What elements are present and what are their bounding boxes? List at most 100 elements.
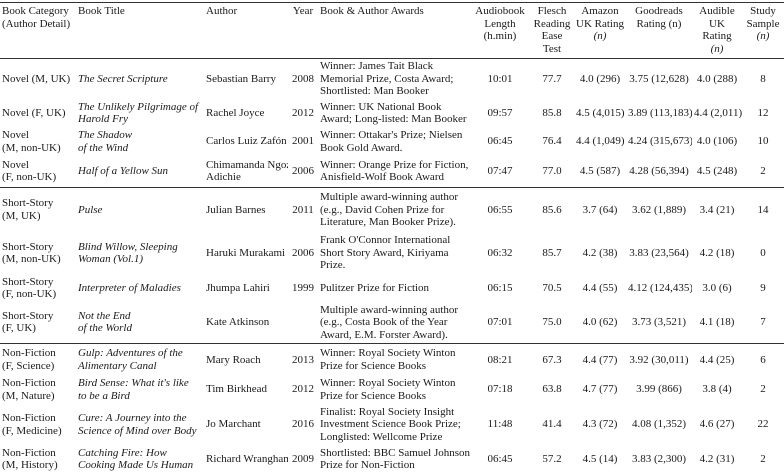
table-cell: 09:57 [470, 99, 530, 128]
cell-line: of the World [78, 322, 132, 335]
header-line: UK Rating [702, 17, 732, 43]
table-cell: Carlos Luiz Zafón [204, 128, 288, 156]
table-cell: Winner: Royal Society Winton Prize for Sc… [318, 376, 470, 404]
table-cell: 3.89 (113,183) [626, 99, 692, 128]
table-cell: Kate Atkinson [204, 302, 288, 344]
table-row: Short-Story (F, UK) Not the End of the Worl… [0, 302, 784, 344]
table-cell: Short-Story (F, UK) [0, 302, 76, 344]
cell-line: 3.83 (2,300) [631, 452, 687, 465]
table-cell: 4.2 (38) [574, 232, 626, 275]
table-cell: Cure: A Journey into the Science of Mind … [76, 404, 204, 446]
table-cell: 3.8 (4) [692, 376, 742, 404]
column-header: Book Title [76, 2, 204, 59]
cell-line: Pulse [78, 203, 103, 216]
table-cell: Winner: James Tait Black Memorial Prize, … [318, 59, 470, 99]
header-line: Author [206, 5, 238, 17]
column-header: Amazon UK Rating (n) [574, 2, 626, 59]
cell-line: Rachel Joyce [206, 106, 265, 119]
table-cell: Winner: UK National Book Award; Long-list… [318, 99, 470, 128]
cell-line: Novel (F, UK) [2, 106, 66, 119]
cell-line: 4.4 (1,049) [576, 135, 625, 148]
cell-line: Non-Fiction [2, 446, 56, 459]
cell-line: Winner: UK National Book [320, 100, 442, 113]
cell-line: Novel (M, UK) [2, 72, 71, 85]
table-cell: 4.4 (1,049) [574, 128, 626, 156]
table-cell: 2 [742, 376, 784, 404]
table-row: Novel (F, UK) The Unlikely Pilgrimage of H… [0, 99, 784, 128]
cell-line: (e.g., Costa Book of the Year [320, 316, 448, 328]
header-line: Ease Test [541, 30, 563, 55]
table-cell: Frank O'Connor International Short Story … [318, 232, 470, 275]
table-cell: 22 [742, 404, 784, 446]
cell-line: 14 [757, 203, 769, 216]
table-cell: 12 [742, 99, 784, 128]
cell-line: Longlisted: Wellcome Prize [320, 430, 443, 443]
table-cell: 4.4 (55) [574, 275, 626, 302]
table-cell: 67.3 [530, 343, 574, 376]
cell-line: Winner: Orange Prize for Fiction, [320, 158, 469, 171]
table-cell: 85.6 [530, 187, 574, 232]
header-line: Length [484, 17, 516, 30]
table-cell: 4.7 (77) [574, 376, 626, 404]
table-cell: Pulse [76, 187, 204, 232]
table-cell: 4.0 (288) [692, 59, 742, 99]
cell-line: 2001 [292, 135, 314, 148]
table-cell: Richard Wrangham [204, 446, 288, 473]
table-cell: Blind Willow, Sleeping Woman (Vol.1) [76, 232, 204, 275]
cell-line: Not the End [78, 309, 131, 322]
cell-line: Award, E.M. Forster Award). [320, 328, 448, 341]
cell-line: 4.5 (4,015) [576, 106, 625, 119]
table-cell: 07:47 [470, 156, 530, 188]
cell-line: 2008 [292, 72, 314, 85]
cell-line: Harold Fry [78, 113, 129, 125]
table-cell: 3.62 (1,889) [626, 187, 692, 232]
column-header: Book Category (Author Detail) [0, 2, 76, 59]
cell-line: Winner: Royal Society Winton [320, 347, 456, 360]
cell-line: 4.0 (106) [696, 135, 738, 148]
cell-line: 3.89 (113,183) [628, 106, 692, 119]
table-row: Non-Fiction (M, Nature) Bird Sense: What i… [0, 376, 784, 404]
cell-line: (M, non-UK) [2, 141, 61, 154]
cell-line: 7 [760, 316, 766, 328]
cell-line: 06:15 [487, 281, 513, 294]
cell-line: 67.3 [542, 353, 562, 366]
table-cell: 4.12 (124,435) [626, 275, 692, 302]
header-line: Flesch [537, 5, 567, 17]
table-cell: Non-Fiction (M, Nature) [0, 376, 76, 404]
table-cell: 06:45 [470, 128, 530, 156]
header-line: Book & Author Awards [320, 5, 424, 17]
cell-line: Prize for Science Books [320, 389, 426, 402]
cell-line: 2013 [292, 353, 314, 366]
cell-line: 06:32 [487, 246, 513, 259]
table-cell: 4.5 (248) [692, 156, 742, 188]
cell-line: 4.0 (62) [582, 316, 618, 328]
table-row: Non-Fiction (F, Medicine) Cure: A Journey … [0, 404, 784, 446]
table-cell: Tim Birkhead [204, 376, 288, 404]
cell-line: Interpreter of Maladies [78, 281, 181, 294]
cell-line: Frank O'Connor International [320, 234, 451, 247]
cell-line: 06:45 [487, 452, 513, 465]
table-cell: Julian Barnes [204, 187, 288, 232]
cell-line: Non-Fiction [2, 347, 56, 360]
table-cell: 2008 [288, 59, 318, 99]
cell-line: Short-Story [2, 275, 54, 288]
cell-line: Multiple award-winning author [320, 303, 459, 316]
table-cell: 3.92 (30,011) [626, 343, 692, 376]
table-cell: 41.4 [530, 404, 574, 446]
cell-line: 08:21 [487, 353, 513, 366]
cell-line: Chimamanda Ngozi [206, 158, 288, 171]
table-cell: 06:15 [470, 275, 530, 302]
cell-line: 77.7 [542, 72, 562, 85]
table-cell: The Shadow of the Wind [76, 128, 204, 156]
table-cell: 4.4 (77) [574, 343, 626, 376]
cell-line: Winner: Royal Society Winton [320, 377, 456, 389]
cell-line: Non-Fiction [2, 377, 56, 389]
table-cell: Chimamanda Ngozi Adichie [204, 156, 288, 188]
cell-line: 4.6 (27) [699, 418, 735, 431]
table-cell: 3.99 (866) [626, 376, 692, 404]
column-header: Audiobook Length (h.min) [470, 2, 530, 59]
cell-line: The Unlikely Pilgrimage of [78, 100, 199, 113]
table-cell: 2013 [288, 343, 318, 376]
table-cell: 4.5 (14) [574, 446, 626, 473]
